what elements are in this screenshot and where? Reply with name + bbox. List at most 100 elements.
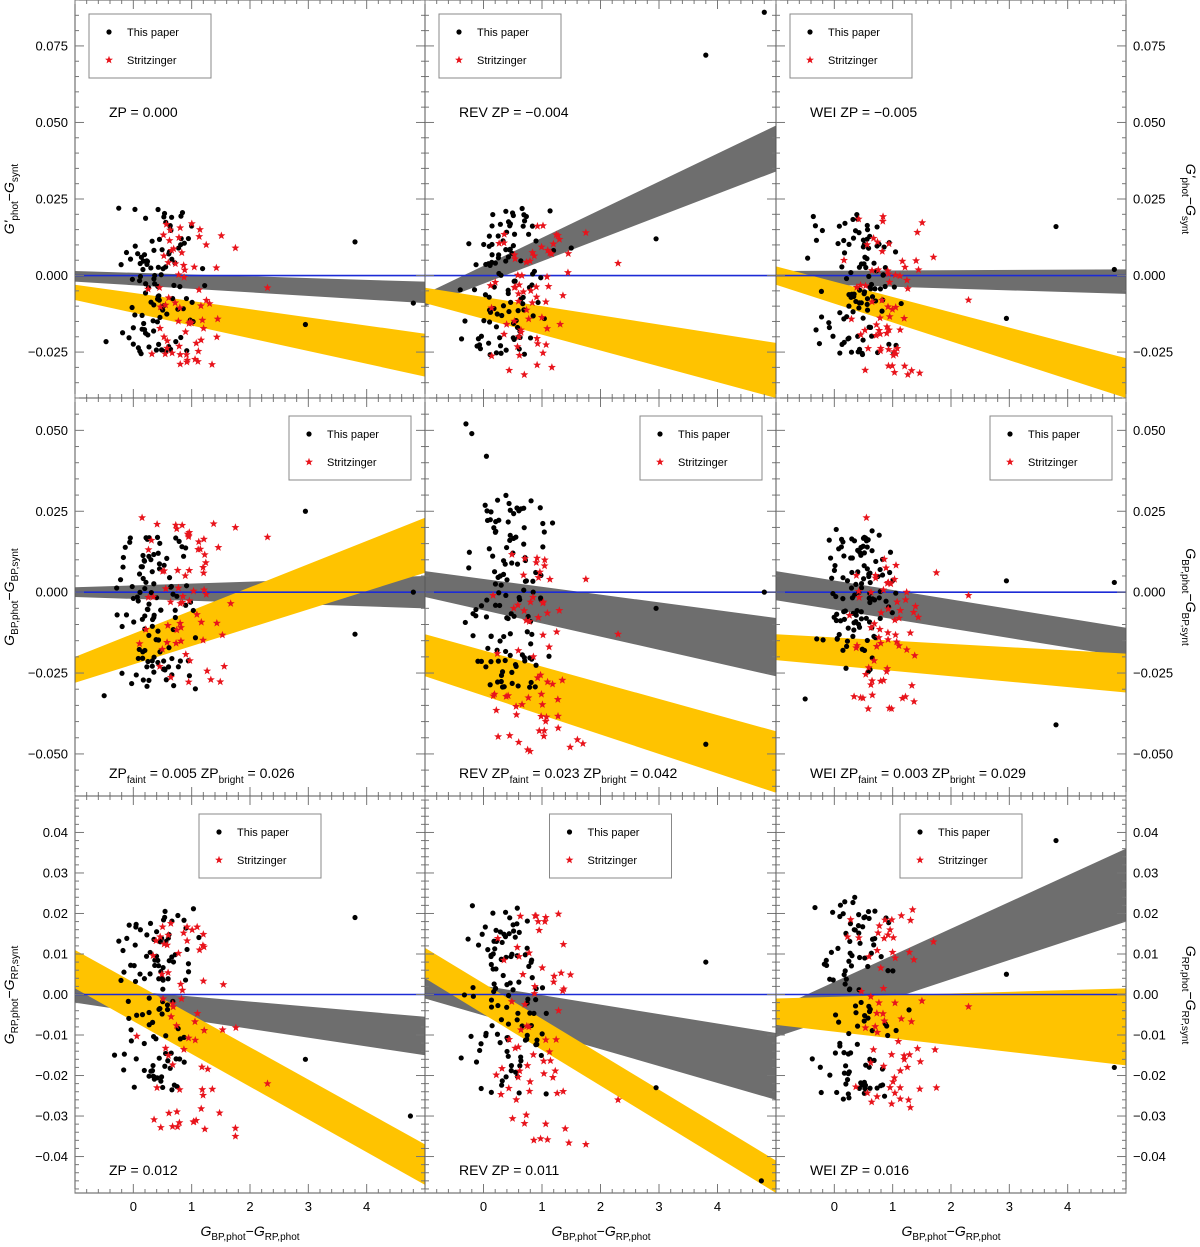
point-stritzinger [889,1077,898,1086]
point-this-paper [484,597,490,603]
point-this-paper [885,1032,891,1039]
point-this-paper [114,612,120,618]
point-stritzinger [515,351,524,359]
point-this-paper [148,299,154,305]
point-this-paper [177,1036,183,1042]
point-this-paper [809,1056,815,1062]
point-this-paper [509,669,515,675]
point-this-paper [178,334,184,341]
point-stritzinger [856,330,865,339]
point-this-paper [192,686,198,692]
zp1-label: ZP [492,765,510,781]
point-this-paper [842,899,848,905]
point-stritzinger [525,617,534,625]
point-this-paper [499,1078,505,1084]
point-this-paper [842,220,848,226]
point-stritzinger [550,971,559,980]
point-stritzinger [529,1050,538,1059]
point-stritzinger [910,651,919,659]
point-stritzinger [904,1095,913,1104]
point-stritzinger [185,596,194,605]
legend-marker-stritzinger [656,457,664,466]
point-this-paper [146,344,152,350]
point-this-paper [495,1002,501,1009]
point-this-paper [880,272,886,278]
point-this-paper [125,998,131,1004]
point-this-paper [860,315,866,321]
point-this-paper [497,221,503,227]
point-stritzinger [902,276,911,284]
point-stritzinger [888,948,897,956]
point-this-paper [893,590,899,596]
point-stritzinger [556,320,565,328]
point-stritzinger [511,1043,520,1052]
point-this-paper [568,245,574,251]
point-stritzinger [195,225,204,233]
point-stritzinger [206,675,215,684]
point-this-paper [868,286,874,292]
point-this-paper [530,313,536,319]
point-stritzinger [903,1063,912,1071]
point-this-paper [466,241,472,247]
zp1-value: 0.000 [143,104,178,120]
point-this-paper [844,638,851,644]
point-this-paper [487,682,493,688]
point-this-paper [140,266,146,273]
point-stritzinger [554,723,563,732]
point-stritzinger [917,996,926,1005]
point-stritzinger [183,355,192,364]
point-this-paper [484,517,491,524]
point-stritzinger [540,561,549,570]
point-stritzinger [909,955,918,964]
point-stritzinger [932,1083,941,1092]
point-this-paper [142,647,148,654]
point-stritzinger [174,949,183,957]
point-this-paper [497,1040,503,1046]
point-this-paper [529,631,535,637]
point-this-paper [518,1054,524,1060]
point-this-paper [813,327,819,333]
zp1-subscript: faint [858,775,877,786]
point-stritzinger [855,593,864,601]
point-this-paper [861,1018,867,1024]
point-this-paper [164,311,170,317]
point-stritzinger [171,259,180,268]
zp-prefix: WEI [810,104,840,120]
point-this-paper [540,544,546,550]
y-tick-label: 0.01 [1133,946,1158,961]
axis-label-main: G [901,1223,912,1239]
point-this-paper [169,214,175,220]
point-this-paper [156,341,162,347]
point-this-paper [488,1004,495,1010]
axis-label-main2: G [1183,1000,1199,1011]
point-this-paper [178,242,184,248]
point-stritzinger [566,742,575,751]
point-this-paper [499,684,506,690]
point-stritzinger [202,590,211,598]
point-stritzinger [513,600,522,609]
point-this-paper [178,213,184,219]
point-stritzinger [172,524,181,533]
point-stritzinger [893,597,902,606]
point-this-paper [505,1021,512,1027]
point-this-paper [139,616,145,622]
point-this-paper [181,917,187,923]
point-stritzinger [200,1124,209,1133]
point-this-paper [478,1085,484,1092]
point-stritzinger [876,313,885,322]
point-this-paper [170,591,176,597]
point-this-paper [845,1071,851,1077]
axis-label-sub1: BP,phot [10,600,21,635]
point-stritzinger [174,270,183,279]
point-this-paper [1053,837,1059,844]
point-this-paper [521,525,527,531]
point-this-paper [861,550,867,556]
point-stritzinger [543,1135,552,1144]
point-stritzinger [557,968,566,977]
point-this-paper [858,585,865,591]
point-stritzinger [884,604,893,613]
point-this-paper [867,324,874,330]
point-stritzinger [533,339,542,348]
point-stritzinger [209,519,218,528]
point-this-paper [302,508,309,514]
